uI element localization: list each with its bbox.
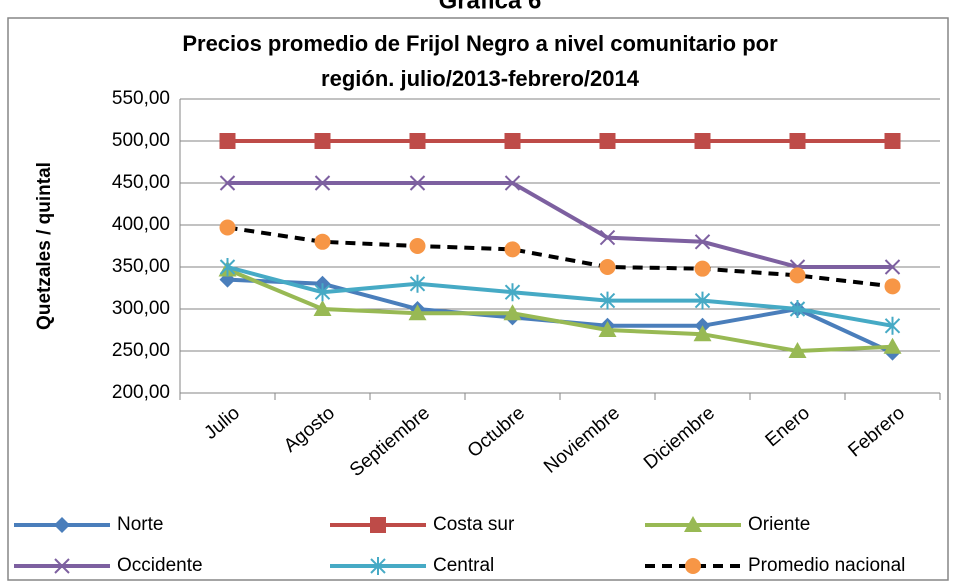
marker xyxy=(314,175,331,191)
legend-label: Occidente xyxy=(117,555,203,576)
marker xyxy=(408,304,427,321)
marker xyxy=(599,229,616,246)
marker xyxy=(314,133,331,149)
marker xyxy=(503,304,522,321)
marker xyxy=(788,342,807,358)
marker xyxy=(504,175,521,191)
chart-title: región. julio/2013-febrero/2014 xyxy=(321,66,640,91)
chart-border xyxy=(7,17,949,581)
y-tick-label: 400,00 xyxy=(112,214,170,235)
chart-title: Precios promedio de Frijol Negro a nivel… xyxy=(182,31,778,56)
marker xyxy=(884,259,901,275)
marker xyxy=(314,233,331,250)
marker xyxy=(789,133,806,149)
y-tick-label: 300,00 xyxy=(112,298,170,319)
marker xyxy=(370,557,386,575)
series-line xyxy=(227,181,893,269)
legend-label: Costa sur xyxy=(433,514,515,535)
marker xyxy=(884,316,901,335)
marker xyxy=(684,516,702,532)
marker xyxy=(883,337,902,354)
marker xyxy=(54,558,70,574)
marker xyxy=(789,300,806,318)
marker xyxy=(694,234,711,250)
legend-label: Norte xyxy=(117,514,163,535)
marker xyxy=(599,291,616,310)
marker xyxy=(504,241,521,258)
legend-label: Promedio nacional xyxy=(748,555,905,576)
marker xyxy=(599,259,616,275)
marker xyxy=(694,291,711,310)
y-tick-label: 250,00 xyxy=(112,340,170,361)
marker xyxy=(409,274,426,293)
series-line xyxy=(226,267,893,354)
marker xyxy=(219,219,236,236)
marker xyxy=(598,321,617,337)
heading: Gráfica 6 xyxy=(439,0,542,14)
series-line xyxy=(226,265,893,328)
marker xyxy=(599,133,616,149)
marker xyxy=(884,133,901,149)
series-line xyxy=(227,225,893,289)
y-tick-label: 550,00 xyxy=(112,88,170,109)
y-tick-label: 350,00 xyxy=(112,256,170,277)
marker xyxy=(409,175,426,191)
marker xyxy=(313,300,332,316)
marker xyxy=(314,283,331,302)
marker xyxy=(884,278,901,295)
marker xyxy=(409,238,426,254)
y-axis-label: Quetzales / quintal xyxy=(34,162,55,330)
marker xyxy=(219,258,236,276)
marker xyxy=(219,175,236,191)
legend-label: Oriente xyxy=(748,514,810,535)
marker xyxy=(219,133,236,149)
y-tick-label: 200,00 xyxy=(112,382,170,403)
marker xyxy=(504,133,521,149)
marker xyxy=(409,133,426,149)
marker xyxy=(694,133,711,149)
marker xyxy=(789,267,806,284)
marker xyxy=(693,325,712,342)
y-tick-label: 450,00 xyxy=(112,172,170,193)
legend-label: Central xyxy=(433,555,494,576)
marker xyxy=(685,558,701,574)
marker xyxy=(370,517,386,533)
marker xyxy=(54,517,70,533)
marker xyxy=(694,260,711,277)
y-tick-label: 500,00 xyxy=(112,130,170,151)
marker xyxy=(504,283,521,302)
